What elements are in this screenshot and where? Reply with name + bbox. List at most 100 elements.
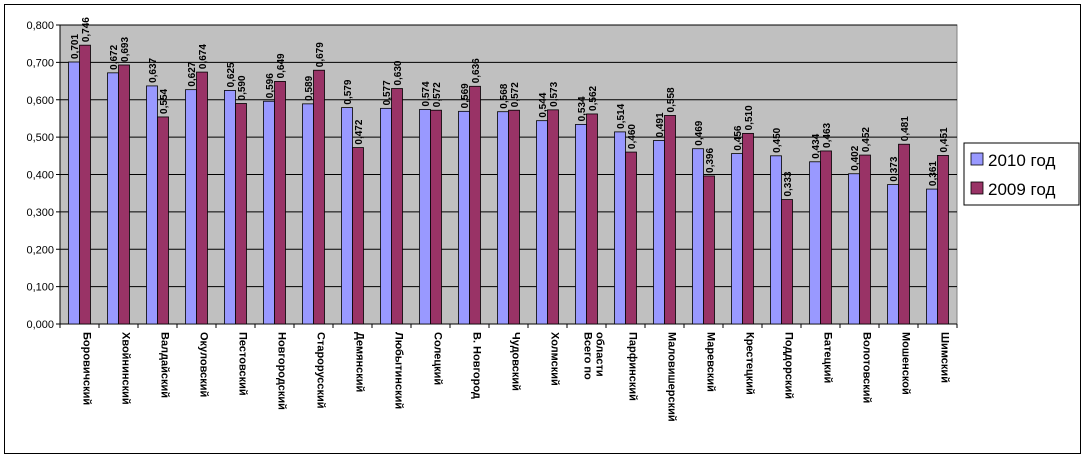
bar[interactable]	[653, 140, 665, 325]
bar[interactable]	[625, 151, 637, 325]
bar[interactable]	[185, 89, 197, 325]
data-label: 0,402	[850, 145, 861, 170]
bar[interactable]	[224, 90, 236, 325]
data-label: 0,558	[666, 87, 677, 112]
bar[interactable]	[79, 44, 91, 325]
data-label: 0,672	[109, 44, 120, 69]
bar[interactable]	[770, 155, 782, 325]
bar[interactable]	[820, 150, 832, 325]
x-category-label: Пестовский	[237, 332, 249, 396]
data-label: 0,373	[889, 156, 900, 181]
data-label: 0,625	[226, 62, 237, 87]
bar[interactable]	[118, 64, 130, 325]
bar[interactable]	[430, 109, 442, 325]
bar[interactable]	[146, 85, 158, 325]
bar[interactable]	[196, 71, 208, 325]
data-label: 0,572	[432, 82, 443, 107]
data-label: 0,463	[822, 122, 833, 147]
bar[interactable]	[380, 107, 392, 325]
data-label: 0,679	[315, 42, 326, 67]
x-category-label: Окуловский	[198, 332, 210, 397]
bar[interactable]	[263, 100, 275, 325]
data-label: 0,589	[304, 75, 315, 100]
x-category-label: Новгородский	[276, 332, 288, 410]
bar[interactable]	[68, 61, 80, 325]
data-label: 0,627	[187, 61, 198, 86]
x-category-label: Крестецкий	[744, 332, 756, 395]
bar[interactable]	[419, 109, 431, 325]
bar[interactable]	[302, 103, 314, 325]
bar[interactable]	[848, 173, 860, 325]
bar[interactable]	[926, 188, 938, 325]
bar[interactable]	[536, 120, 548, 325]
data-label: 0,574	[421, 81, 432, 106]
data-label: 0,573	[549, 81, 560, 106]
bar[interactable]	[575, 124, 587, 325]
data-label: 0,534	[577, 96, 588, 121]
bar[interactable]	[497, 111, 509, 325]
legend-label: 2010 год	[988, 151, 1055, 170]
bar[interactable]	[352, 147, 364, 325]
bar[interactable]	[614, 131, 626, 325]
x-category-label: Всего по	[582, 332, 594, 380]
x-category-label: В. Новгород	[471, 332, 483, 399]
bar[interactable]	[547, 109, 559, 325]
data-label: 0,572	[510, 82, 521, 107]
bar[interactable]	[692, 148, 704, 325]
bar[interactable]	[809, 161, 821, 325]
x-category-label: Валдайский	[159, 332, 171, 398]
data-label: 0,590	[237, 75, 248, 100]
bar[interactable]	[469, 85, 481, 325]
bar[interactable]	[731, 153, 743, 325]
data-label: 0,469	[694, 120, 705, 145]
legend-label: 2009 год	[988, 180, 1055, 199]
x-category-label: Маловишерский	[666, 332, 678, 422]
legend-swatch	[970, 181, 984, 195]
data-label: 0,674	[198, 44, 209, 69]
data-label: 0,452	[861, 127, 872, 152]
bar[interactable]	[859, 154, 871, 325]
data-label: 0,544	[538, 92, 549, 117]
x-category-label: Старорусский	[315, 332, 327, 409]
bar[interactable]	[887, 184, 899, 325]
data-label: 0,568	[499, 83, 510, 108]
bar[interactable]	[313, 69, 325, 325]
data-label: 0,491	[655, 112, 666, 137]
x-category-label: Мошенской	[900, 332, 912, 395]
x-category-label: Любытинский	[393, 332, 405, 409]
bar[interactable]	[742, 132, 754, 325]
legend-swatch	[970, 152, 984, 166]
data-label: 0,649	[276, 53, 287, 78]
bar[interactable]	[274, 81, 286, 325]
bar[interactable]	[508, 109, 520, 325]
bar[interactable]	[235, 103, 247, 325]
y-tick-label: 0,700	[26, 57, 54, 69]
bar[interactable]	[341, 107, 353, 325]
data-label: 0,637	[148, 57, 159, 82]
y-tick-label: 0,600	[26, 95, 54, 107]
data-label: 0,596	[265, 73, 276, 98]
bar[interactable]	[586, 113, 598, 325]
bar[interactable]	[107, 72, 119, 325]
x-category-label: Волотовский	[861, 332, 873, 403]
bar[interactable]	[157, 116, 169, 325]
bar[interactable]	[898, 143, 910, 325]
y-tick-label: 0,200	[26, 244, 54, 256]
y-tick-label: 0,000	[26, 319, 54, 331]
x-category-label: Парфинский	[627, 332, 639, 401]
bar[interactable]	[458, 110, 470, 325]
data-label: 0,456	[733, 125, 744, 150]
x-category-label: Боровичский	[81, 332, 93, 405]
x-category-label: Поддорский	[783, 332, 795, 399]
data-label: 0,434	[811, 133, 822, 158]
bar[interactable]	[703, 175, 715, 325]
x-category-label: Маревский	[705, 332, 717, 392]
data-label: 0,396	[705, 148, 716, 173]
bar[interactable]	[781, 199, 793, 325]
bar[interactable]	[664, 115, 676, 325]
y-tick-label: 0,500	[26, 132, 54, 144]
bar[interactable]	[391, 88, 403, 325]
bar[interactable]	[937, 155, 949, 325]
data-label: 0,481	[900, 116, 911, 141]
data-label: 0,569	[460, 83, 471, 108]
